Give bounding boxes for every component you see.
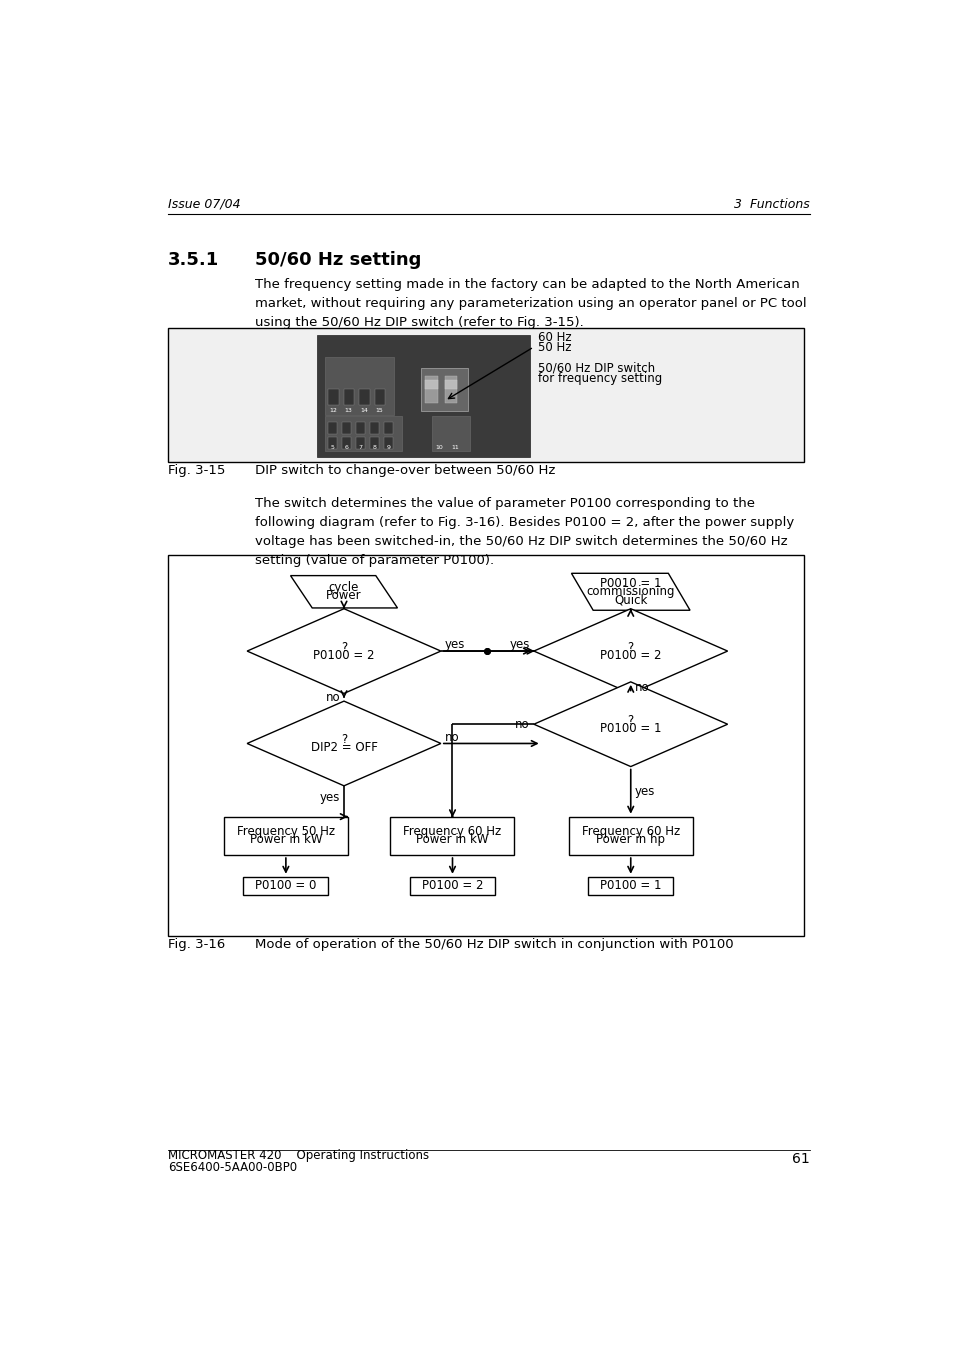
Bar [431,416,470,451]
Text: 9: 9 [386,444,390,450]
Bar [344,389,354,405]
Bar [243,877,328,896]
Text: Power in hp: Power in hp [596,834,664,847]
Bar [444,376,456,403]
Bar [341,436,351,450]
Bar [375,389,385,405]
Text: P0100 = 1: P0100 = 1 [599,880,660,893]
Bar [355,436,365,450]
Bar [324,357,394,415]
Bar [328,389,338,405]
Text: cycle: cycle [329,581,359,594]
Text: 6: 6 [344,444,348,450]
Bar [410,877,495,896]
Text: P0100 = 1: P0100 = 1 [599,721,660,735]
Bar [369,436,378,450]
Text: Issue 07/04: Issue 07/04 [168,199,240,211]
Text: yes: yes [319,790,340,804]
Text: 50/60 Hz setting: 50/60 Hz setting [254,251,421,269]
Text: ?: ? [627,640,633,654]
Text: Frequency 60 Hz: Frequency 60 Hz [403,825,501,839]
Bar [355,422,365,434]
Text: 5: 5 [330,444,334,450]
Bar [425,380,437,389]
Bar [425,376,437,403]
Text: 15: 15 [375,408,383,413]
Text: Power in kW: Power in kW [250,834,322,847]
Text: Power: Power [326,589,361,603]
Text: ?: ? [340,640,347,654]
Text: 61: 61 [791,1152,809,1166]
Bar [369,422,378,434]
Bar [316,335,530,457]
Text: ?: ? [627,713,633,727]
Bar [324,416,402,451]
Text: 3  Functions: 3 Functions [733,199,809,211]
Text: yes: yes [509,639,530,651]
Text: Quick: Quick [614,593,647,607]
Text: P0010 = 1: P0010 = 1 [599,577,660,590]
Text: Power in kW: Power in kW [416,834,488,847]
Text: 60 Hz: 60 Hz [537,331,571,343]
Text: 3.5.1: 3.5.1 [168,251,219,269]
Text: P0100 = 0: P0100 = 0 [254,880,316,893]
Bar [168,328,802,462]
Polygon shape [571,573,689,611]
Bar [224,816,348,855]
Text: no: no [634,681,649,694]
Text: DIP2 = OFF: DIP2 = OFF [311,740,377,754]
Text: ?: ? [340,734,347,746]
Text: 13: 13 [344,408,353,413]
Text: The frequency setting made in the factory can be adapted to the North American
m: The frequency setting made in the factor… [254,277,805,328]
Text: P0100 = 2: P0100 = 2 [313,648,375,662]
Text: 12: 12 [329,408,336,413]
Bar [328,422,336,434]
Text: 7: 7 [358,444,362,450]
Polygon shape [247,701,440,786]
Bar [568,816,692,855]
Text: P0100 = 2: P0100 = 2 [599,648,660,662]
Bar [383,422,393,434]
Text: P0100 = 2: P0100 = 2 [421,880,483,893]
Text: no: no [515,717,530,731]
Text: yes: yes [444,639,465,651]
Bar [444,380,456,389]
Bar [328,436,336,450]
Text: no: no [444,731,459,744]
Text: 11: 11 [451,444,458,450]
Text: 14: 14 [360,408,368,413]
Bar [359,389,369,405]
Polygon shape [534,682,727,766]
Text: Frequency 50 Hz: Frequency 50 Hz [236,825,335,839]
Text: 50 Hz: 50 Hz [537,340,571,354]
Polygon shape [534,609,727,693]
Text: yes: yes [634,785,655,798]
Polygon shape [247,609,440,693]
Bar [383,436,393,450]
Bar [341,422,351,434]
Bar [168,555,802,936]
Text: Fig. 3-16       Mode of operation of the 50/60 Hz DIP switch in conjunction with: Fig. 3-16 Mode of operation of the 50/60… [168,938,733,951]
Bar [587,877,673,896]
Text: 10: 10 [435,444,443,450]
Text: no: no [325,690,340,704]
Polygon shape [291,576,397,608]
Text: 8: 8 [372,444,375,450]
Text: MICROMASTER 420    Operating Instructions: MICROMASTER 420 Operating Instructions [168,1150,429,1162]
Text: for frequency setting: for frequency setting [537,373,661,385]
Text: Fig. 3-15       DIP switch to change-over between 50/60 Hz: Fig. 3-15 DIP switch to change-over betw… [168,463,555,477]
Text: The switch determines the value of parameter P0100 corresponding to the
followin: The switch determines the value of param… [254,497,793,567]
Text: 50/60 Hz DIP switch: 50/60 Hz DIP switch [537,362,654,374]
Bar [390,816,514,855]
Text: 6SE6400-5AA00-0BP0: 6SE6400-5AA00-0BP0 [168,1161,297,1174]
Text: commissioning: commissioning [586,585,675,598]
Bar [421,369,468,411]
Text: Frequency 60 Hz: Frequency 60 Hz [581,825,679,839]
